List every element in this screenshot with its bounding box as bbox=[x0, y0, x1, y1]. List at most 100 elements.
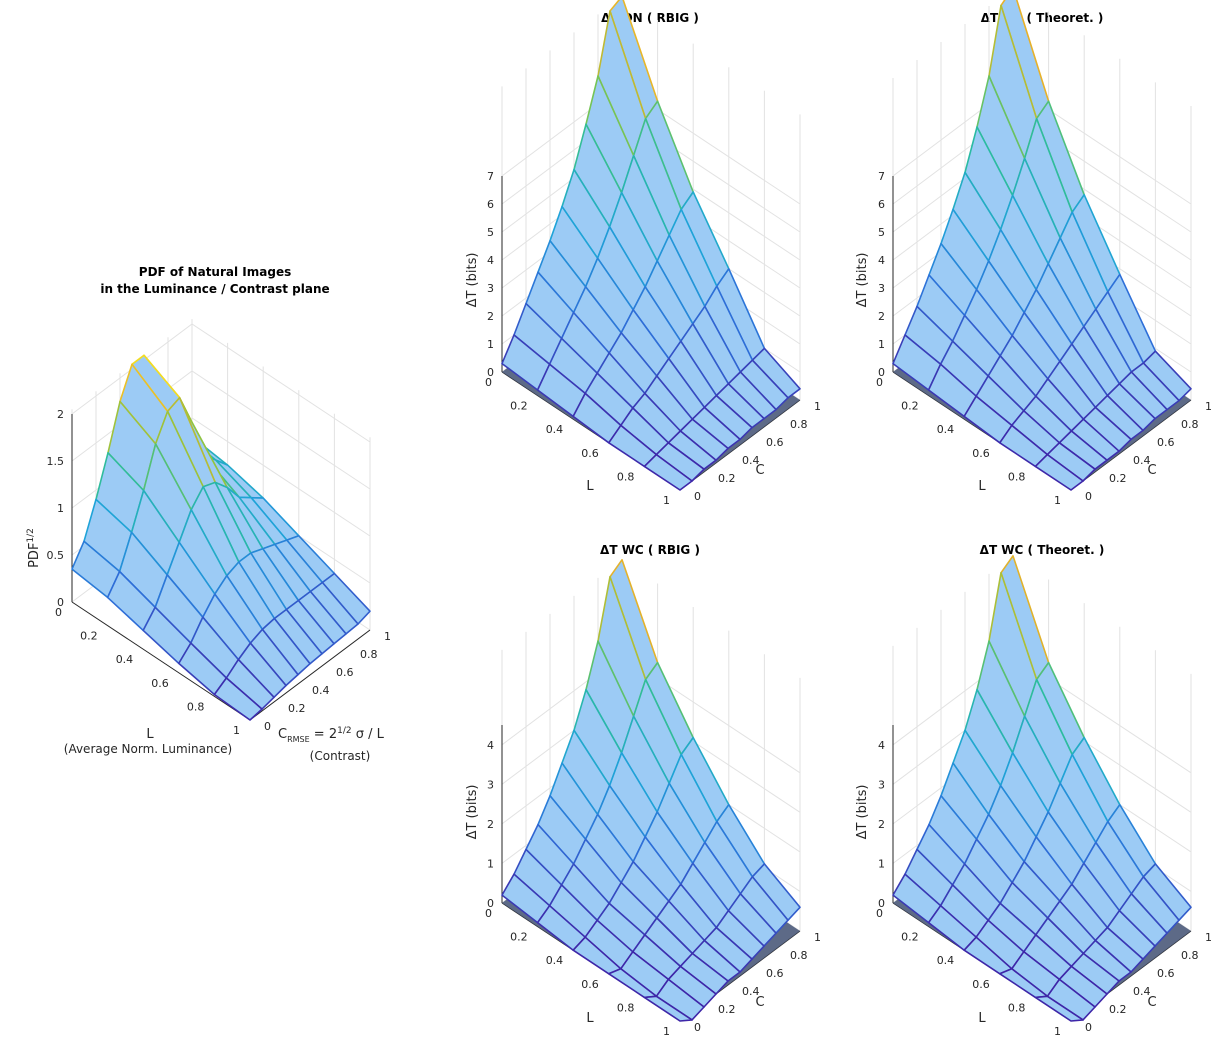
z-tick-label: 4 bbox=[878, 254, 885, 267]
surface-patch bbox=[643, 453, 693, 491]
y-tick-label: 0.4 bbox=[312, 684, 330, 697]
wc-rbig-y-axis-label: C bbox=[755, 995, 764, 1010]
y-tick-label: 0.6 bbox=[1157, 967, 1175, 980]
x-tick-label: 0 bbox=[55, 606, 62, 619]
z-tick-label: 0 bbox=[878, 366, 885, 379]
y-tick-label: 1 bbox=[1205, 400, 1212, 413]
x-tick-label: 0.8 bbox=[617, 470, 635, 483]
surface-patch bbox=[213, 677, 263, 721]
axis-line bbox=[249, 629, 371, 721]
y-tick-label: 0.8 bbox=[360, 648, 378, 661]
z-tick-label: 7 bbox=[878, 170, 885, 183]
pdf-y-axis-label: CRMSE = 21/2 σ / L bbox=[278, 726, 385, 744]
wc-rbig-title: ΔT WC ( RBIG ) bbox=[600, 543, 700, 557]
y-tick-label: 0 bbox=[694, 1021, 701, 1034]
dn-rbig-z-axis-label: ΔT (bits) bbox=[465, 253, 480, 308]
dn-theoret-x-axis-label: L bbox=[978, 479, 986, 494]
x-tick-label: 0.2 bbox=[901, 931, 919, 944]
z-tick-label: 1 bbox=[487, 857, 494, 870]
x-tick-label: 0 bbox=[876, 907, 883, 920]
x-tick-label: 0.4 bbox=[937, 954, 955, 967]
x-tick-label: 0.6 bbox=[151, 677, 169, 690]
wc-rbig-tick-labels: 0 0.2 0.4 0.6 0.8 1 0 0.2 0.4 0.6 0.8 1 0 1 2 3 4 bbox=[485, 739, 821, 1038]
x-tick-label: 0 bbox=[485, 376, 492, 389]
pdf-title-line2: in the Luminance / Contrast plane bbox=[100, 282, 329, 296]
wc-rbig-surface bbox=[501, 558, 801, 1022]
y-tick-label: 0.8 bbox=[790, 949, 808, 962]
z-tick-label: 5 bbox=[487, 226, 494, 239]
y-tick-label: 1 bbox=[384, 630, 391, 643]
z-tick-label: 0 bbox=[487, 366, 494, 379]
x-tick-label: 0.8 bbox=[1008, 470, 1026, 483]
y-tick-label: 0.4 bbox=[1133, 985, 1151, 998]
y-tick-label: 0.4 bbox=[1133, 454, 1151, 467]
z-tick-label: 7 bbox=[487, 170, 494, 183]
dn-rbig-tick-labels: 0 0.2 0.4 0.6 0.8 1 0 0.2 0.4 0.6 0.8 1 0 1 2 3 4 5 6 7 bbox=[485, 170, 821, 507]
y-tick-label: 0.6 bbox=[336, 666, 354, 679]
y-tick-label: 0 bbox=[1085, 1021, 1092, 1034]
wc-theoret-surface bbox=[892, 555, 1192, 1022]
y-tick-label: 0.8 bbox=[1181, 418, 1199, 431]
z-tick-label: 3 bbox=[878, 282, 885, 295]
y-tick-label: 1 bbox=[814, 931, 821, 944]
x-tick-label: 0.2 bbox=[510, 931, 528, 944]
z-tick-label: 3 bbox=[487, 778, 494, 791]
surface-patch bbox=[1034, 995, 1084, 1022]
y-tick-label: 1 bbox=[814, 400, 821, 413]
y-tick-label: 0.8 bbox=[790, 418, 808, 431]
x-tick-label: 1 bbox=[1054, 494, 1061, 507]
z-tick-label: 0 bbox=[487, 897, 494, 910]
y-tick-label: 0.8 bbox=[1181, 949, 1199, 962]
y-tick-label: 0 bbox=[264, 720, 271, 733]
z-tick-label: 0 bbox=[878, 897, 885, 910]
x-tick-label: 0.2 bbox=[80, 630, 98, 643]
x-tick-label: 0.2 bbox=[510, 400, 528, 413]
x-tick-label: 0.8 bbox=[617, 1001, 635, 1014]
pdf-z-axis-label: PDF1/2 bbox=[26, 528, 42, 568]
z-tick-label: 4 bbox=[878, 739, 885, 752]
z-tick-label: 3 bbox=[878, 778, 885, 791]
wc-theoret-plot: ΔT WC ( Theoret. ) 0 0.2 0.4 0.6 0.8 1 0 0.2 0.4… bbox=[855, 543, 1212, 1038]
z-tick-label: 2 bbox=[878, 310, 885, 323]
y-tick-label: 0.2 bbox=[288, 702, 306, 715]
pdf-tick-labels: 0 0.2 0.4 0.6 0.8 1 0 0.2 0.4 0.6 0.8 1 0 0.5 1 1.5 2 bbox=[47, 408, 392, 737]
y-tick-label: 0.4 bbox=[742, 454, 760, 467]
x-tick-label: 0.8 bbox=[187, 700, 205, 713]
z-tick-label: 4 bbox=[487, 739, 494, 752]
pdf-title-line1: PDF of Natural Images bbox=[139, 265, 291, 279]
x-tick-label: 0 bbox=[876, 376, 883, 389]
wc-rbig-x-axis-label: L bbox=[586, 1011, 594, 1026]
dn-rbig-plot: ΔT DN ( RBIG ) 00.20.40.60.81 00.20.40.60… bbox=[465, 0, 821, 507]
pdf-y-axis-sublabel: (Contrast) bbox=[310, 749, 371, 763]
y-tick-label: 0.6 bbox=[766, 436, 784, 449]
x-tick-label: 0.6 bbox=[581, 978, 599, 991]
wc-theoret-z-axis-label: ΔT (bits) bbox=[855, 785, 870, 840]
x-tick-label: 0.6 bbox=[972, 978, 990, 991]
z-tick-label: 1 bbox=[57, 502, 64, 515]
x-tick-label: 0.4 bbox=[937, 423, 955, 436]
axis-line bbox=[71, 601, 251, 721]
y-tick-label: 0.2 bbox=[1109, 472, 1127, 485]
z-tick-label: 2 bbox=[878, 818, 885, 831]
pdf-x-axis-sublabel: (Average Norm. Luminance) bbox=[64, 742, 232, 756]
z-tick-label: 0.5 bbox=[47, 549, 65, 562]
wc-theoret-title: ΔT WC ( Theoret. ) bbox=[980, 543, 1105, 557]
x-tick-label: 0.6 bbox=[581, 447, 599, 460]
pdf-plot: PDF of Natural Images in the Luminance /… bbox=[26, 265, 391, 763]
z-tick-label: 0 bbox=[57, 596, 64, 609]
z-tick-label: 1 bbox=[878, 338, 885, 351]
x-tick-label: 1 bbox=[1054, 1025, 1061, 1038]
grid-line bbox=[71, 370, 371, 490]
pdf-surface bbox=[71, 354, 371, 721]
y-tick-label: 0.2 bbox=[718, 472, 736, 485]
x-tick-label: 0.2 bbox=[901, 400, 919, 413]
dn-theoret-plot: ΔT DN ( Theoret. ) 00.20.40.60.81 00.20.4… bbox=[855, 0, 1212, 507]
wc-rbig-plot: ΔT WC ( RBIG ) 00.20.40.60.81 00.20.40.60… bbox=[465, 543, 821, 1038]
dn-theoret-z-axis-label: ΔT (bits) bbox=[855, 253, 870, 308]
surface-patch bbox=[1034, 453, 1084, 491]
z-tick-label: 1 bbox=[878, 857, 885, 870]
z-tick-label: 3 bbox=[487, 282, 494, 295]
dn-rbig-x-axis-label: L bbox=[586, 479, 594, 494]
